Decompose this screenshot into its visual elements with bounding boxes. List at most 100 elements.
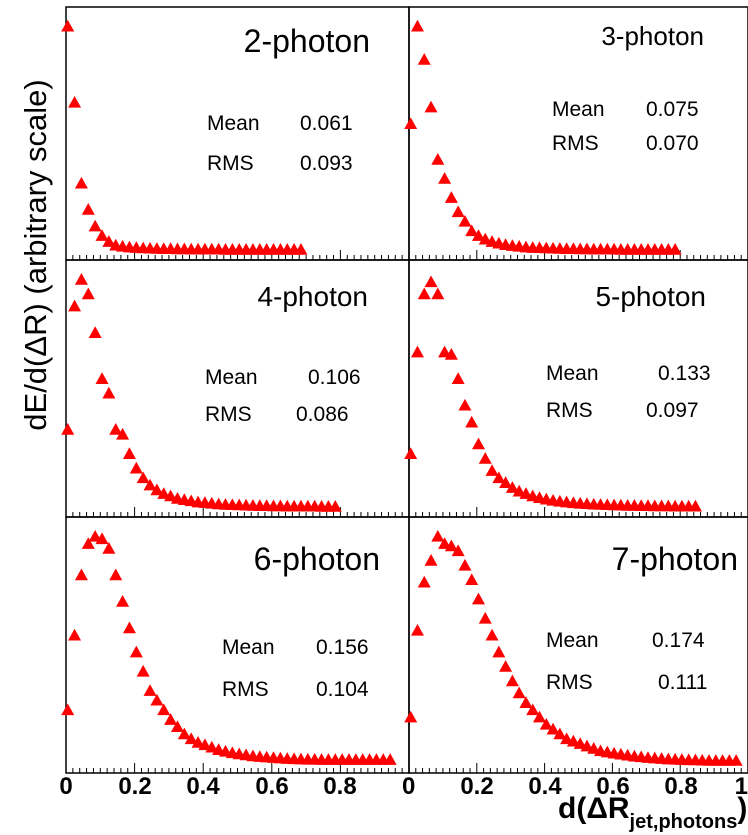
stat-mean-label: Mean: [552, 98, 605, 121]
data-point: [177, 727, 191, 740]
data-point: [431, 287, 445, 300]
x-tick-label: 0.8: [323, 773, 356, 800]
stat-rms-label: RMS: [546, 671, 593, 694]
data-point: [404, 447, 418, 459]
data-point: [109, 568, 123, 581]
data-point: [553, 727, 567, 740]
data-point: [294, 243, 308, 255]
data-point: [74, 176, 88, 189]
data-point: [136, 664, 150, 677]
x-tick-label: 0.2: [118, 773, 151, 800]
data-point: [492, 471, 506, 484]
data-point: [150, 693, 164, 706]
data-point: [492, 645, 506, 658]
x-axis-label: d(ΔRjet,photons): [558, 792, 747, 833]
data-point: [81, 537, 95, 549]
data-point: [512, 686, 526, 699]
data-point: [68, 95, 82, 108]
data-point: [61, 703, 75, 716]
data-point: [205, 740, 219, 753]
data-point: [88, 529, 102, 542]
x-tick-label: 0.8: [664, 773, 697, 800]
data-point: [184, 732, 198, 745]
data-point: [478, 452, 492, 464]
x-axis-label-close: ): [737, 792, 747, 825]
data-point: [68, 628, 82, 641]
data-point: [410, 623, 424, 636]
x-tick-labels: 0 0.2 0.4 0.6 0.8 0 0.2 0.4 0.6 0.8 1: [59, 773, 748, 800]
data-point: [383, 753, 397, 765]
x-tick-label: 0.6: [255, 773, 288, 800]
data-point: [485, 464, 499, 476]
stat-mean-label: Mean: [546, 629, 599, 652]
data-point: [122, 447, 136, 459]
data-point: [410, 19, 424, 32]
stat-rms-value: 0.086: [296, 403, 349, 426]
data-point: [95, 532, 109, 545]
data-point: [417, 53, 431, 65]
data-point: [465, 573, 479, 586]
stat-mean-label: Mean: [546, 362, 599, 385]
data-point: [95, 229, 109, 241]
data-point: [61, 423, 75, 435]
data-point: [191, 736, 205, 748]
stat-rms-value: 0.097: [646, 399, 699, 422]
stat-rms-label: RMS: [552, 132, 599, 155]
data-point: [116, 595, 130, 607]
data-point: [81, 203, 95, 215]
data-point: [471, 437, 485, 450]
stat-rms-label: RMS: [205, 403, 252, 426]
data-point: [95, 372, 109, 384]
x-tick-label: 0: [402, 773, 415, 800]
stat-mean-value: 0.106: [308, 366, 361, 389]
data-point: [444, 348, 458, 360]
panel-3-photon: 3-photon Mean 0.075 RMS 0.070: [404, 6, 748, 261]
stat-rms-label: RMS: [222, 678, 269, 701]
stat-mean-label: Mean: [205, 366, 258, 389]
data-point: [404, 710, 418, 723]
stat-mean-value: 0.075: [646, 98, 699, 121]
data-point: [129, 645, 143, 658]
stat-mean-value: 0.133: [658, 362, 711, 385]
data-point: [444, 191, 458, 203]
data-point: [417, 575, 431, 588]
panel-title: 5-photon: [595, 281, 706, 312]
data-point: [424, 275, 438, 288]
data-point: [471, 592, 485, 605]
stat-mean-value: 0.061: [300, 112, 353, 135]
panel-7-photon: 7-photon Mean 0.174 RMS 0.111: [404, 516, 748, 774]
data-point: [505, 674, 519, 687]
x-tick-label: 0.4: [528, 773, 562, 800]
x-axis-label-subscript: jet,photons: [629, 811, 738, 833]
data-point: [109, 423, 123, 435]
data-point: [729, 754, 743, 766]
data-point: [88, 219, 102, 232]
data-point: [68, 299, 82, 312]
data-point: [688, 499, 702, 512]
y-axis-label: dE/d(ΔR) (arbitrary scale): [18, 79, 53, 430]
data-point: [499, 476, 513, 488]
chart-panels: 2-photon Mean 0.061 RMS 0.093 3-photon Mean 0.0…: [61, 6, 748, 774]
data-point: [116, 427, 130, 440]
x-tick-label: 0.4: [186, 773, 220, 800]
stat-mean-value: 0.174: [652, 629, 705, 652]
data-point: [465, 415, 479, 428]
data-point: [74, 273, 88, 285]
data-point: [465, 224, 479, 237]
data-point: [505, 481, 519, 493]
x-axis-label-main: d(ΔR: [558, 792, 630, 825]
x-tick-label: 0.6: [596, 773, 629, 800]
x-tick-label: 0: [59, 773, 72, 800]
panel-6-photon: 6-photon Mean 0.156 RMS 0.104: [61, 516, 410, 774]
data-point: [74, 568, 88, 581]
data-point: [102, 386, 116, 399]
data-point: [438, 172, 452, 184]
data-point: [539, 717, 553, 730]
panel-title: 3-photon: [601, 21, 704, 51]
panel-4-photon: 4-photon Mean 0.106 RMS 0.086: [61, 259, 410, 518]
data-point: [164, 713, 178, 725]
data-point: [499, 660, 513, 672]
data-point: [157, 487, 171, 499]
data-point: [102, 542, 116, 554]
